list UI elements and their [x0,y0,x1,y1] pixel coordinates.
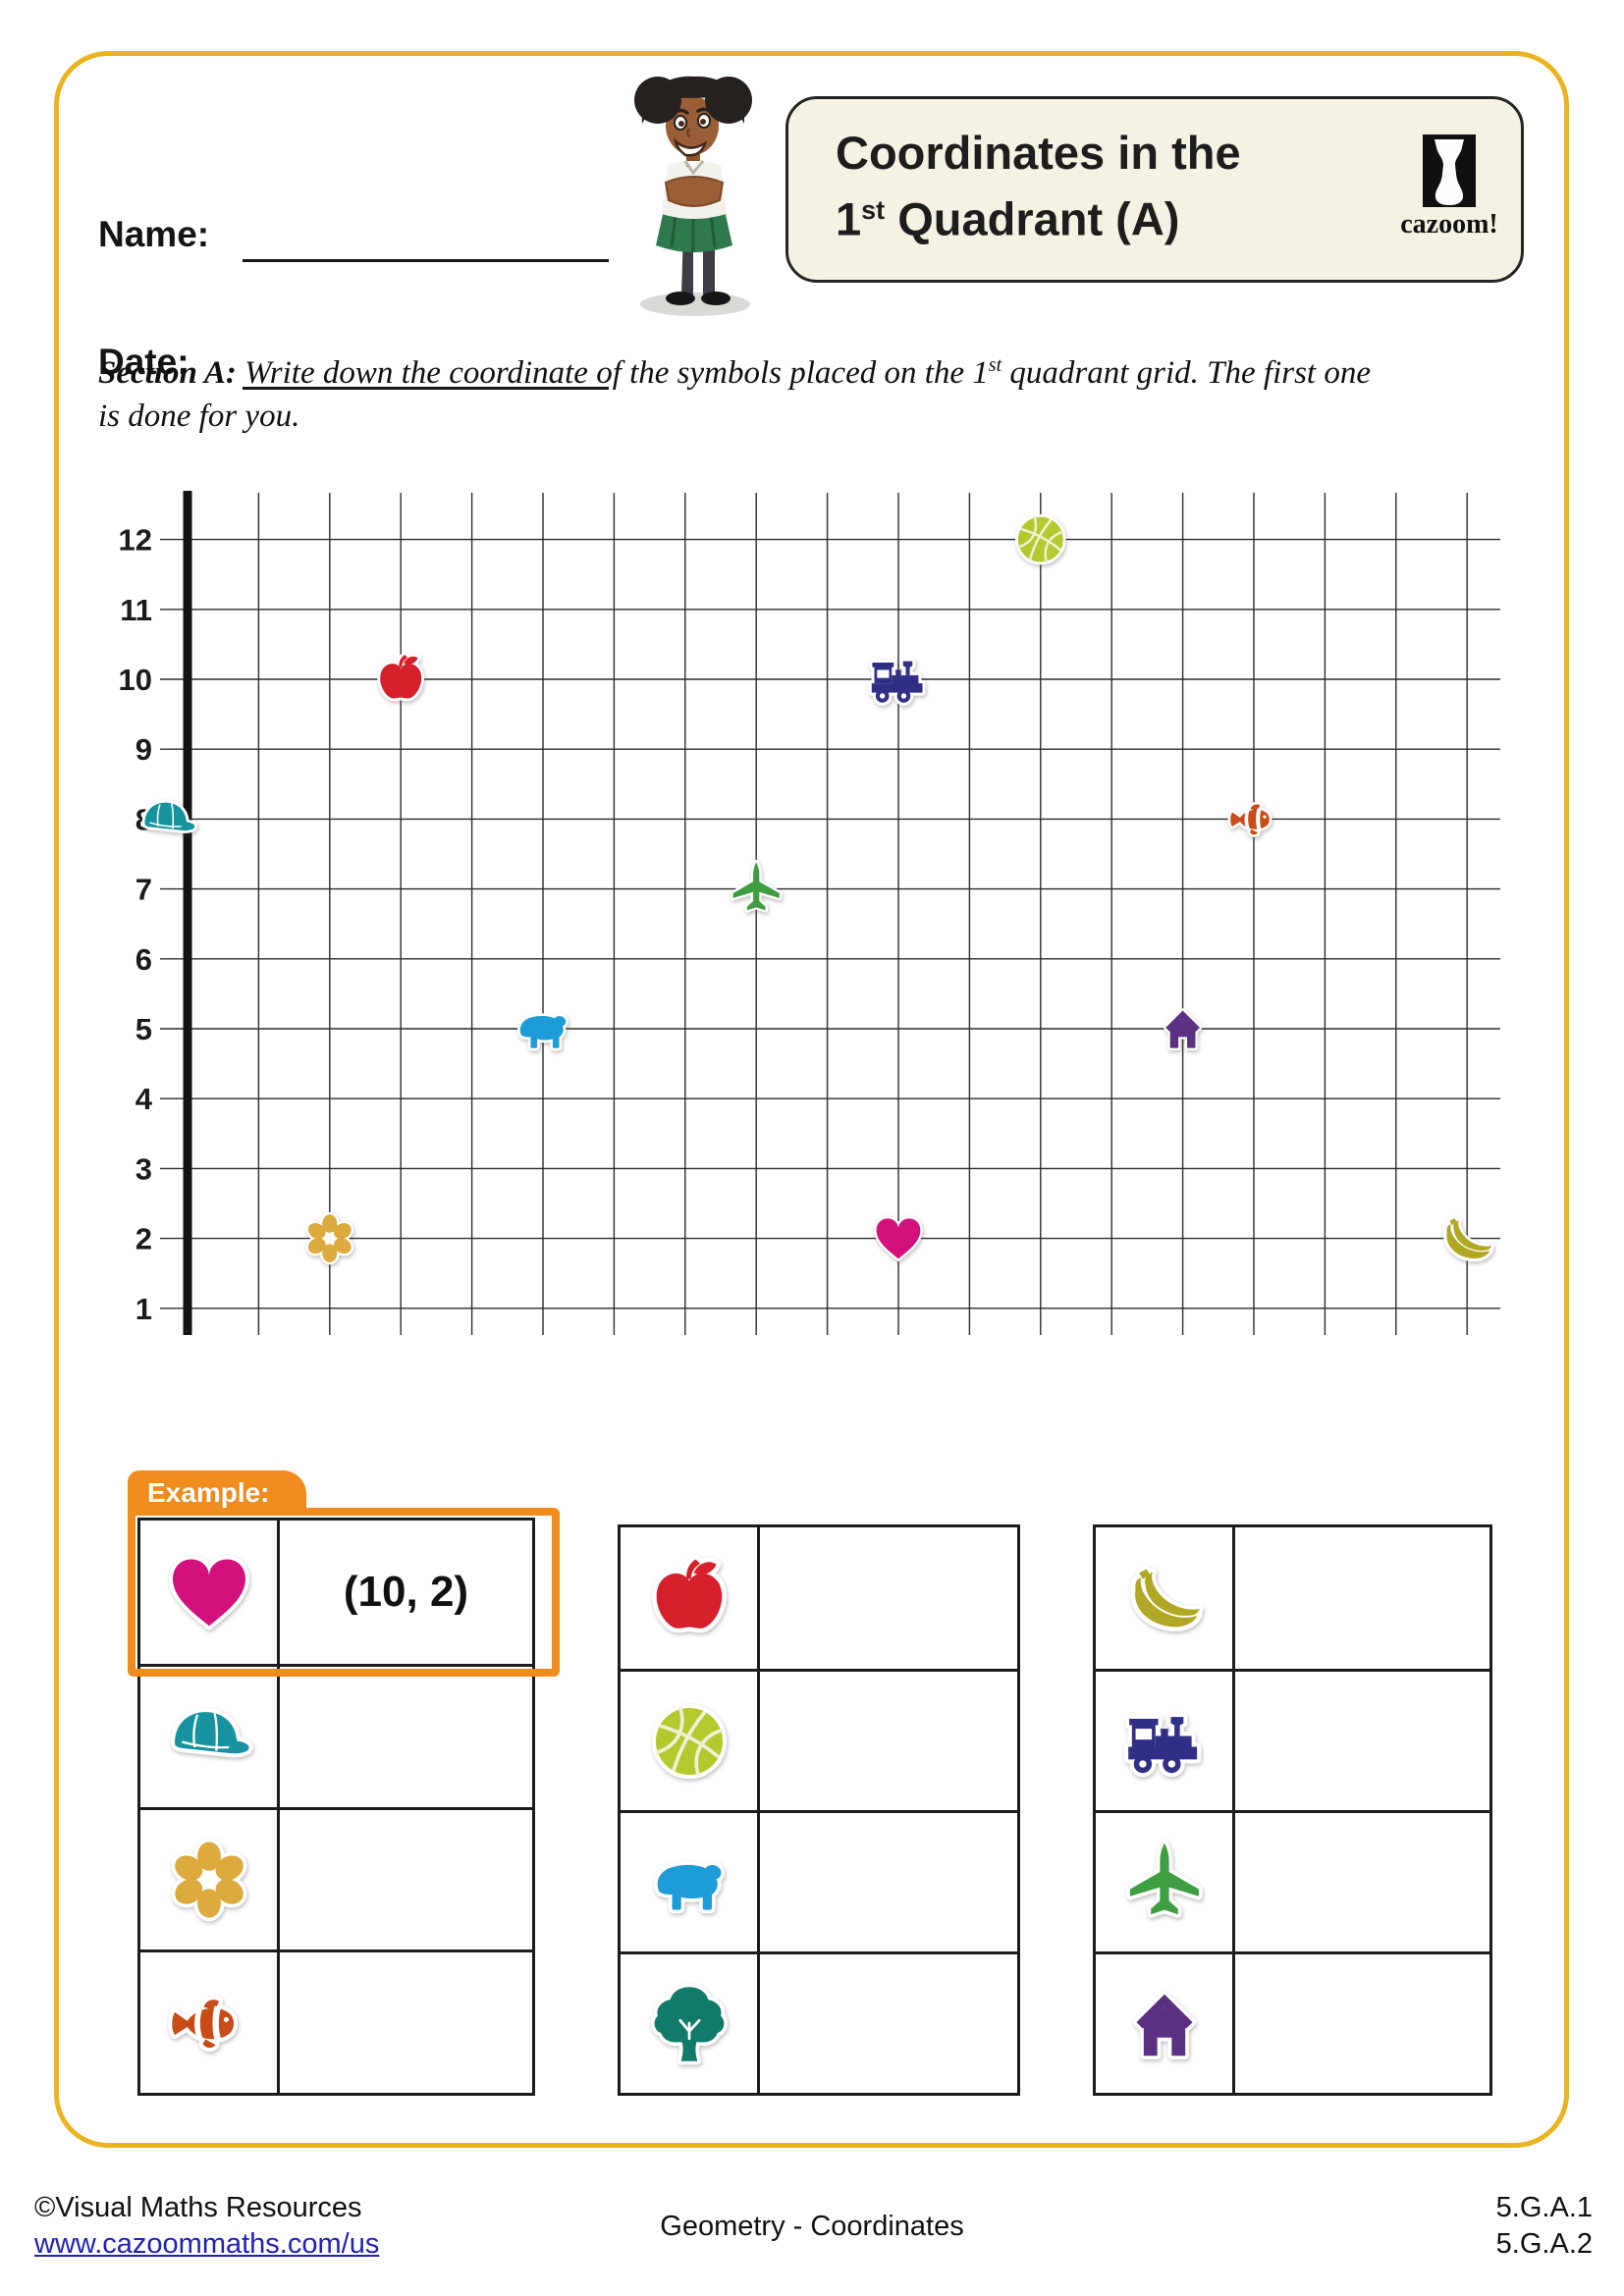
table-symbol-cell-bear [621,1810,760,1951]
y-tick-label: 3 [135,1151,152,1186]
name-label: Name: [98,214,210,254]
cazoom-logo-text: cazoom! [1400,209,1498,240]
footer-topic: Geometry - Coordinates [660,2211,964,2242]
answer-cell[interactable] [1235,1810,1489,1951]
table-symbol-cell-cap [140,1663,280,1807]
answer-cell[interactable] [760,1669,1017,1810]
grid-symbol-fish [1230,804,1270,834]
y-tick-label: 6 [135,942,152,977]
answer-table-2 [618,1524,1020,2096]
y-tick-label: 5 [135,1012,152,1046]
y-tick-label: 11 [120,593,152,627]
table-symbol-cell-banana [1096,1527,1235,1669]
table-symbol-cell-apple [621,1527,760,1669]
apple-icon [644,1553,734,1643]
grid-symbol-heart [877,1218,921,1258]
train-icon [1119,1696,1210,1787]
copyright-text: ©Visual Maths Resources [34,2192,362,2223]
grid-symbol-apple [380,655,421,698]
grid-symbol-flower [305,1214,354,1262]
grid-symbol-basketball [1010,509,1071,570]
girl-illustration [634,76,752,316]
y-tick-label: 9 [135,732,152,767]
table-symbol-cell-flower [140,1806,280,1950]
standard-code-2: 5.G.A.2 [1495,2228,1593,2260]
table-symbol-cell-heart [140,1521,280,1664]
answer-cell[interactable] [1235,1527,1489,1669]
title-box: Coordinates in the 1st Quadrant (A) cazo… [785,96,1524,283]
y-tick-label: 12 [119,523,152,558]
y-tick-label: 2 [135,1222,152,1256]
flower-icon [164,1835,254,1925]
date-label: Date: [98,342,189,382]
answer-table-1: (10, 2) [137,1518,535,2096]
table-symbol-cell-tree [621,1951,760,2093]
grid-symbol-train [872,662,923,703]
section-instruction: Section A: Write down the coordinate of … [98,354,1371,434]
standard-code-1: 5.G.A.1 [1495,2192,1593,2223]
heart-icon [167,1550,251,1634]
answer-cell[interactable] [760,1527,1017,1669]
house-icon [1119,1979,1210,2069]
plane-icon [1119,1838,1210,1928]
y-tick-label: 1 [135,1292,152,1326]
page-border [54,51,1569,2148]
table-symbol-cell-basketball [621,1669,760,1810]
answer-cell[interactable] [280,1949,532,2093]
tree-icon [644,1979,734,2069]
y-tick-label: 7 [135,873,152,907]
worksheet-title: Coordinates in the 1st Quadrant (A) [836,127,1241,245]
example-tab: Example: [128,1470,306,1516]
table-symbol-cell-train [1096,1669,1235,1810]
y-tick-label: 10 [119,663,152,697]
cap-icon [164,1691,254,1782]
answer-cell[interactable]: (10, 2) [343,1567,469,1616]
answer-table-3 [1093,1524,1492,2096]
website-link[interactable]: www.cazoommaths.com/us [34,2228,380,2260]
answer-cell[interactable] [280,1806,532,1950]
cazoom-logo-icon [1423,134,1476,207]
answer-cell[interactable] [760,1810,1017,1951]
name-input-line[interactable] [243,259,609,262]
table-symbol-cell-plane [1096,1810,1235,1951]
answer-cell[interactable] [1235,1669,1489,1810]
basketball-icon [644,1696,734,1787]
answer-cell[interactable] [280,1663,532,1807]
fish-icon [164,1978,254,2068]
y-tick-label: 4 [135,1082,153,1116]
grid-symbol-plane [733,862,780,910]
table-symbol-cell-house [1096,1951,1235,2093]
bear-icon [644,1838,734,1928]
table-symbol-cell-fish [140,1949,280,2093]
banana-icon [1119,1553,1210,1643]
date-input-line[interactable] [243,387,609,390]
answer-cell[interactable] [760,1951,1017,2093]
coordinate-grid: 1234567891011121234567891011121314151617… [119,491,1500,1335]
answer-cell[interactable] [1235,1951,1489,2093]
